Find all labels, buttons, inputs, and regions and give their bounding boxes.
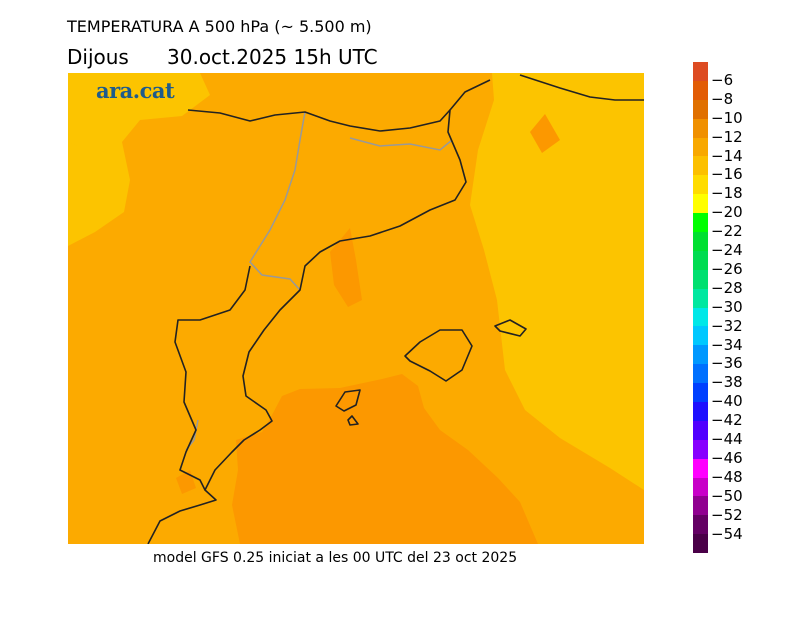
colorbar-label: −34 (711, 335, 743, 354)
colorbar-label: −42 (711, 411, 743, 430)
colorbar-segment (693, 345, 708, 365)
map-title: TEMPERATURA A 500 hPa (~ 5.500 m) (67, 17, 372, 36)
colorbar-segment (693, 458, 708, 478)
colorbar-label: −6 (711, 70, 734, 89)
forecast-datetime: Dijous 30.oct.2025 15h UTC (67, 45, 378, 69)
colorbar-segment (693, 477, 708, 497)
colorbar-label: −26 (711, 259, 743, 278)
colorbar-segment (693, 137, 708, 157)
colorbar-label: −44 (711, 430, 743, 448)
colorbar-segment (693, 118, 708, 138)
colorbar-label: −32 (711, 316, 743, 335)
colorbar-label: −20 (711, 203, 743, 222)
colorbar-segment (693, 62, 708, 81)
colorbar-segment (693, 326, 708, 346)
menorca (494, 319, 527, 337)
ara-cat-logo: ara.cat (96, 78, 175, 103)
colorbar-label: −30 (711, 297, 743, 316)
forecast-date: 30.oct.2025 15h UTC (167, 45, 378, 69)
colorbar-segment (693, 250, 708, 270)
colorbar-segment (693, 439, 708, 459)
colorbar-segment (693, 420, 708, 440)
colorbar-label: −38 (711, 373, 743, 392)
mallorca (404, 329, 473, 382)
colorbar-label: −50 (711, 486, 743, 505)
colorbar-segment (693, 213, 708, 233)
temp-region-light-nw (68, 73, 210, 246)
temp-region-dark-ne (530, 114, 560, 153)
colorbar-segment (693, 496, 708, 516)
colorbar-segment (693, 288, 708, 308)
colorbar-label: −10 (711, 108, 743, 127)
ibiza (335, 389, 361, 412)
forecast-day: Dijous (67, 45, 129, 69)
colorbar-label: −28 (711, 278, 743, 297)
colorbar (693, 62, 708, 554)
colorbar-segment (693, 534, 708, 554)
temp-region-light-west (68, 142, 82, 218)
colorbar-label: −12 (711, 127, 743, 146)
coastline (147, 74, 644, 544)
colorbar-label: −18 (711, 184, 743, 203)
colorbar-segment (693, 175, 708, 195)
colorbar-segment (693, 194, 708, 214)
colorbar-segment (693, 402, 708, 421)
colorbar-segment (693, 232, 708, 251)
formentera (347, 415, 359, 426)
colorbar-segment (693, 515, 708, 535)
colorbar-label: −46 (711, 448, 743, 467)
colorbar-segment (693, 80, 708, 100)
colorbar-segment (693, 364, 708, 384)
temp-region-light-east (470, 73, 644, 490)
colorbar-label: −8 (711, 89, 734, 108)
colorbar-label: −36 (711, 354, 743, 373)
temp-region-dark-south (232, 374, 538, 544)
temp-region-dark-ebro (330, 228, 362, 307)
model-info: model GFS 0.25 iniciat a les 00 UTC del … (153, 550, 518, 566)
colorbar-label: −14 (711, 146, 743, 165)
colorbar-segment (693, 307, 708, 327)
colorbar-label: −22 (711, 222, 743, 241)
colorbar-segment (693, 99, 708, 119)
colorbar-segment (693, 156, 708, 176)
colorbar-label: −52 (711, 505, 743, 524)
colorbar-label: −40 (711, 392, 743, 411)
colorbar-label: −54 (711, 524, 743, 543)
colorbar-segment (693, 269, 708, 289)
colorbar-label: −48 (711, 467, 743, 486)
colorbar-label: −24 (711, 241, 743, 259)
colorbar-segment (693, 383, 708, 403)
colorbar-label: −16 (711, 165, 743, 184)
